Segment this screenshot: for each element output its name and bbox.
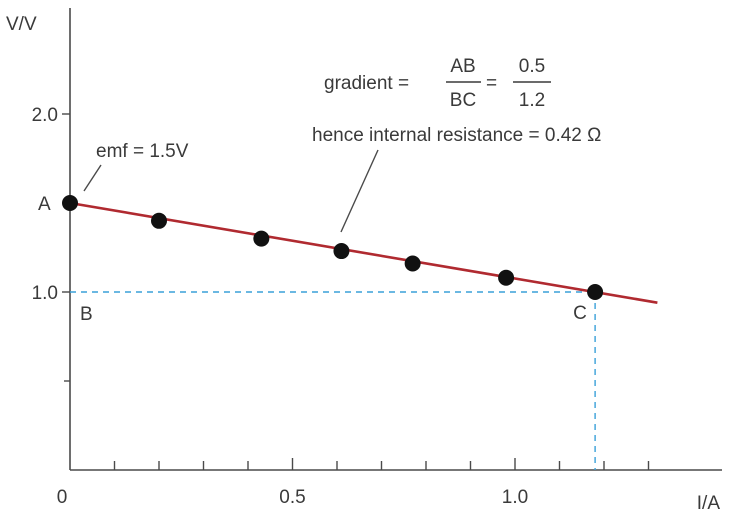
x-tick-label-1: 0.5	[279, 487, 305, 508]
best-fit-line	[69, 201, 658, 304]
data-point-0	[62, 195, 78, 211]
data-point-4	[404, 255, 421, 272]
data-point-5	[498, 269, 515, 286]
data-point-2	[253, 230, 270, 247]
axis-tick-labels: 0 0.5 1.0 1.0 2.0	[32, 105, 529, 508]
gradient-prefix: gradient =	[324, 73, 409, 94]
y-tick-label-0: 1.0	[32, 283, 58, 304]
point-label-a: A	[38, 194, 51, 215]
value-numerator: 0.5	[519, 56, 545, 77]
y-axis-label: V/V	[6, 14, 37, 35]
emf-leader-line	[83, 164, 102, 192]
data-point-3	[333, 243, 350, 260]
x-axis-label: I/A	[697, 493, 721, 514]
resistance-annotation: hence internal resistance = 0.42 Ω	[312, 125, 601, 146]
x-tick-label-2: 1.0	[502, 487, 528, 508]
resistance-leader-line	[340, 149, 379, 233]
emf-annotation: emf = 1.5V	[96, 141, 189, 162]
gradient-equals: =	[486, 73, 497, 94]
gradient-annotation: gradient = AB BC = 0.5 1.2	[324, 56, 551, 111]
point-label-b: B	[80, 304, 93, 325]
gradient-numerator: AB	[450, 56, 475, 77]
guide-lines	[70, 291, 596, 470]
point-label-c: C	[573, 303, 587, 324]
data-points	[62, 195, 604, 300]
axis-ticks	[62, 113, 650, 470]
data-point-6	[587, 284, 604, 300]
point-labels: A B C	[38, 194, 587, 325]
value-denominator: 1.2	[519, 90, 545, 111]
y-tick-label-1: 2.0	[32, 105, 58, 126]
data-point-1	[151, 212, 167, 229]
gradient-denominator: BC	[450, 90, 476, 111]
x-tick-label-0: 0	[57, 487, 68, 508]
